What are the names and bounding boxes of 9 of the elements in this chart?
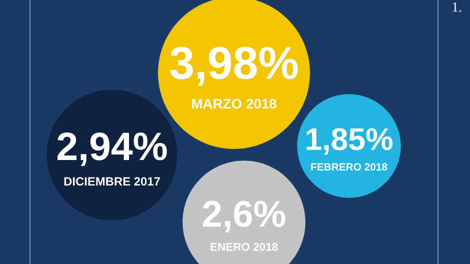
data-label: 3,98%	[170, 46, 298, 86]
category-label: MARZO 2018	[192, 98, 276, 109]
data-label: 2,6%	[203, 200, 286, 232]
data-label: 2,94%	[58, 132, 167, 166]
data-label: 1,85%	[306, 128, 392, 155]
category-label: DICIEMBRE 2017	[64, 177, 160, 186]
text: 1.	[452, 2, 462, 12]
category-label: FEBRERO 2018	[311, 163, 388, 171]
category-label: ENERO 2018	[210, 242, 278, 251]
